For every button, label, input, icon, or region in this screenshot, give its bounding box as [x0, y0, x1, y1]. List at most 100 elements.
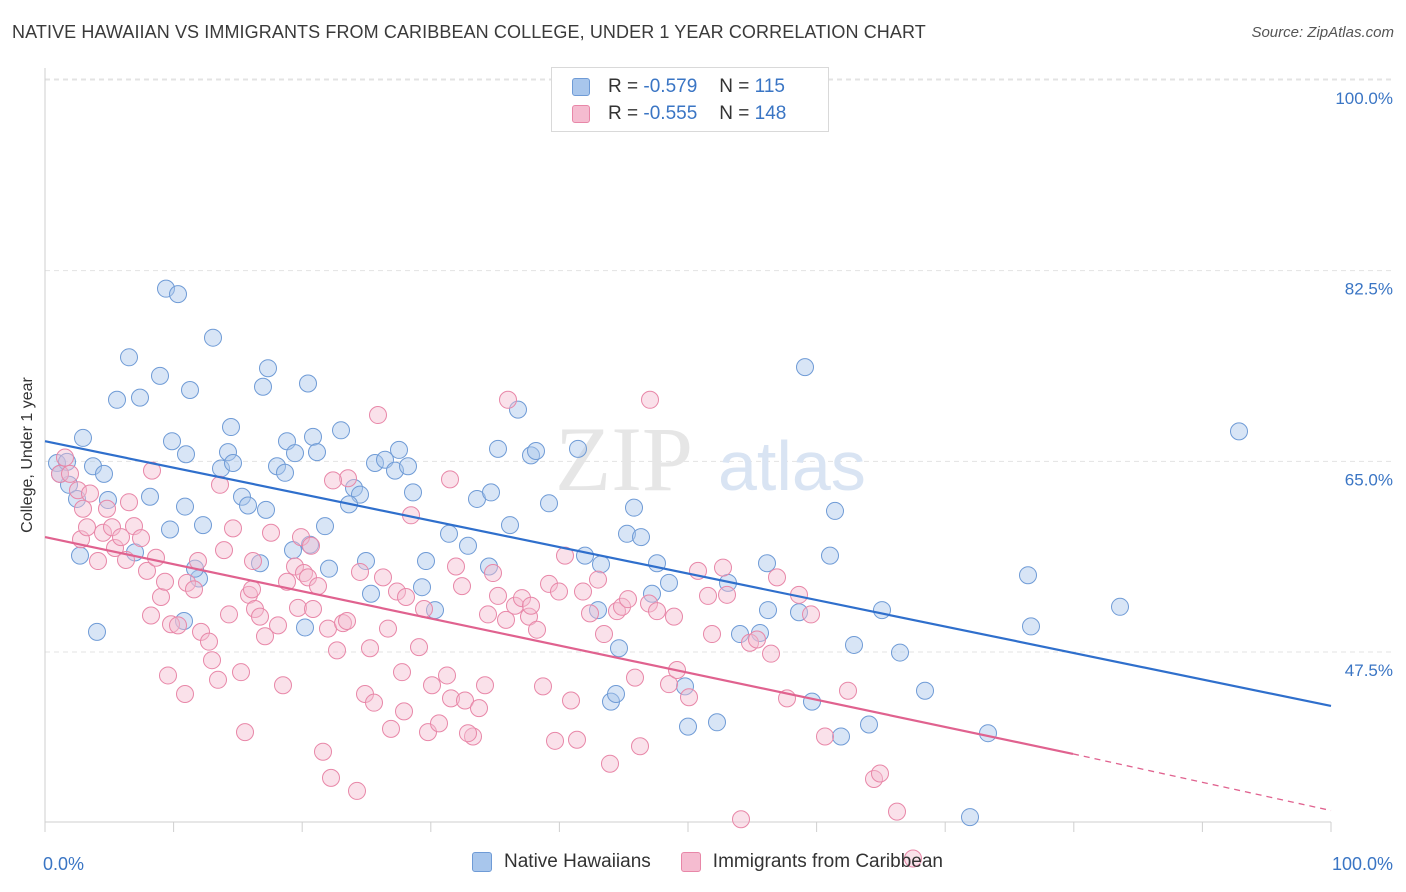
pink-point — [430, 714, 448, 733]
blue-point — [299, 374, 317, 393]
blue-swatch — [572, 78, 590, 96]
pink-point — [319, 619, 337, 638]
pink-point — [442, 689, 460, 708]
pink-point — [534, 677, 552, 696]
blue-point — [320, 559, 338, 578]
pink-point — [660, 675, 678, 694]
legend-label: Immigrants from Caribbean — [712, 851, 943, 872]
pink-point — [89, 552, 107, 571]
blue-point — [643, 584, 661, 603]
pink-point — [459, 724, 477, 743]
blue-point — [660, 573, 678, 592]
watermark-zip: ZIP — [555, 408, 693, 510]
pink-point — [159, 666, 177, 685]
pink-point — [619, 590, 637, 609]
n-label: N = — [719, 76, 750, 97]
blue-point — [163, 432, 181, 451]
blue-point — [860, 715, 878, 734]
pink-point — [156, 572, 174, 591]
pink-point — [98, 499, 116, 518]
pink-point — [278, 572, 296, 591]
pink-trend-line — [44, 536, 1074, 755]
pink-point — [568, 730, 586, 749]
pink-point — [78, 518, 96, 537]
blue-point — [254, 377, 272, 396]
pink-point — [74, 499, 92, 518]
source-label: Source: ZipAtlas.com — [1251, 24, 1394, 41]
pink-point — [641, 390, 659, 409]
stats-row-blue: R = -0.579 N = 115 — [572, 76, 785, 98]
blue-point — [151, 366, 169, 385]
pink-point — [393, 663, 411, 682]
pink-point — [441, 470, 459, 489]
pink-point — [243, 580, 261, 599]
pink-point — [302, 536, 320, 555]
pink-point — [556, 546, 574, 565]
pink-point — [112, 528, 130, 547]
pink-point — [338, 611, 356, 630]
pink-point — [147, 548, 165, 567]
blue-point — [821, 546, 839, 565]
blue-point — [1022, 617, 1040, 636]
pink-point — [176, 684, 194, 703]
blue-point — [204, 328, 222, 347]
stats-legend: R = -0.579 N = 115 R = -0.555 N = 148 — [551, 67, 829, 132]
chart-title: NATIVE HAWAIIAN VS IMMIGRANTS FROM CARIB… — [12, 22, 926, 42]
blue-point — [316, 517, 334, 536]
watermark-atlas: atlas — [718, 427, 866, 505]
pink-point — [274, 676, 292, 695]
pink-point — [665, 607, 683, 626]
blue-point — [251, 554, 269, 573]
pink-point — [423, 676, 441, 695]
pink-point — [162, 615, 180, 634]
blue-point — [916, 681, 934, 700]
pink-point — [220, 605, 238, 624]
pink-point — [438, 666, 456, 685]
pink-point — [562, 691, 580, 710]
pink-point — [626, 668, 644, 687]
x-tick-label: 0.0% — [43, 854, 84, 874]
blue-point — [826, 501, 844, 520]
legend-item-native-hawaiians[interactable]: Native Hawaiians — [472, 851, 651, 873]
pink-point — [816, 727, 834, 746]
pink-point — [528, 620, 546, 639]
blue-point — [540, 494, 558, 513]
blue-point — [131, 388, 149, 407]
y-tick-label: 100.0% — [1335, 89, 1393, 108]
pink-point — [648, 602, 666, 621]
pink-point — [589, 570, 607, 589]
pink-point — [453, 577, 471, 596]
y-tick-label: 82.5% — [1345, 280, 1393, 299]
pink-point — [269, 616, 287, 635]
pink-point — [314, 742, 332, 761]
legend-item-caribbean[interactable]: Immigrants from Caribbean — [680, 851, 943, 873]
blue-point — [219, 443, 237, 462]
blue-point — [161, 520, 179, 539]
pink-point — [574, 582, 592, 601]
blue-point — [796, 358, 814, 377]
blue-point — [362, 584, 380, 603]
pink-point — [748, 630, 766, 649]
pink-point — [178, 573, 196, 592]
blue-point — [95, 464, 113, 483]
pink-point — [328, 641, 346, 660]
blue-point — [417, 552, 435, 571]
pink-point — [374, 568, 392, 587]
blue-point — [501, 516, 519, 535]
blue-point — [1111, 597, 1129, 616]
pink-point — [262, 523, 280, 542]
pink-point — [185, 580, 203, 599]
r-label: R = — [608, 103, 639, 124]
pink-point — [447, 557, 465, 576]
pink-point — [839, 681, 857, 700]
pink-point — [209, 670, 227, 689]
blue-point — [239, 496, 257, 515]
pink-point — [304, 599, 322, 618]
pink-point — [581, 604, 599, 623]
blue-point — [71, 546, 89, 565]
blue-point — [286, 444, 304, 463]
pink-swatch — [572, 105, 590, 123]
pink-point — [388, 582, 406, 601]
blue-point — [979, 724, 997, 743]
blue-point — [74, 428, 92, 447]
